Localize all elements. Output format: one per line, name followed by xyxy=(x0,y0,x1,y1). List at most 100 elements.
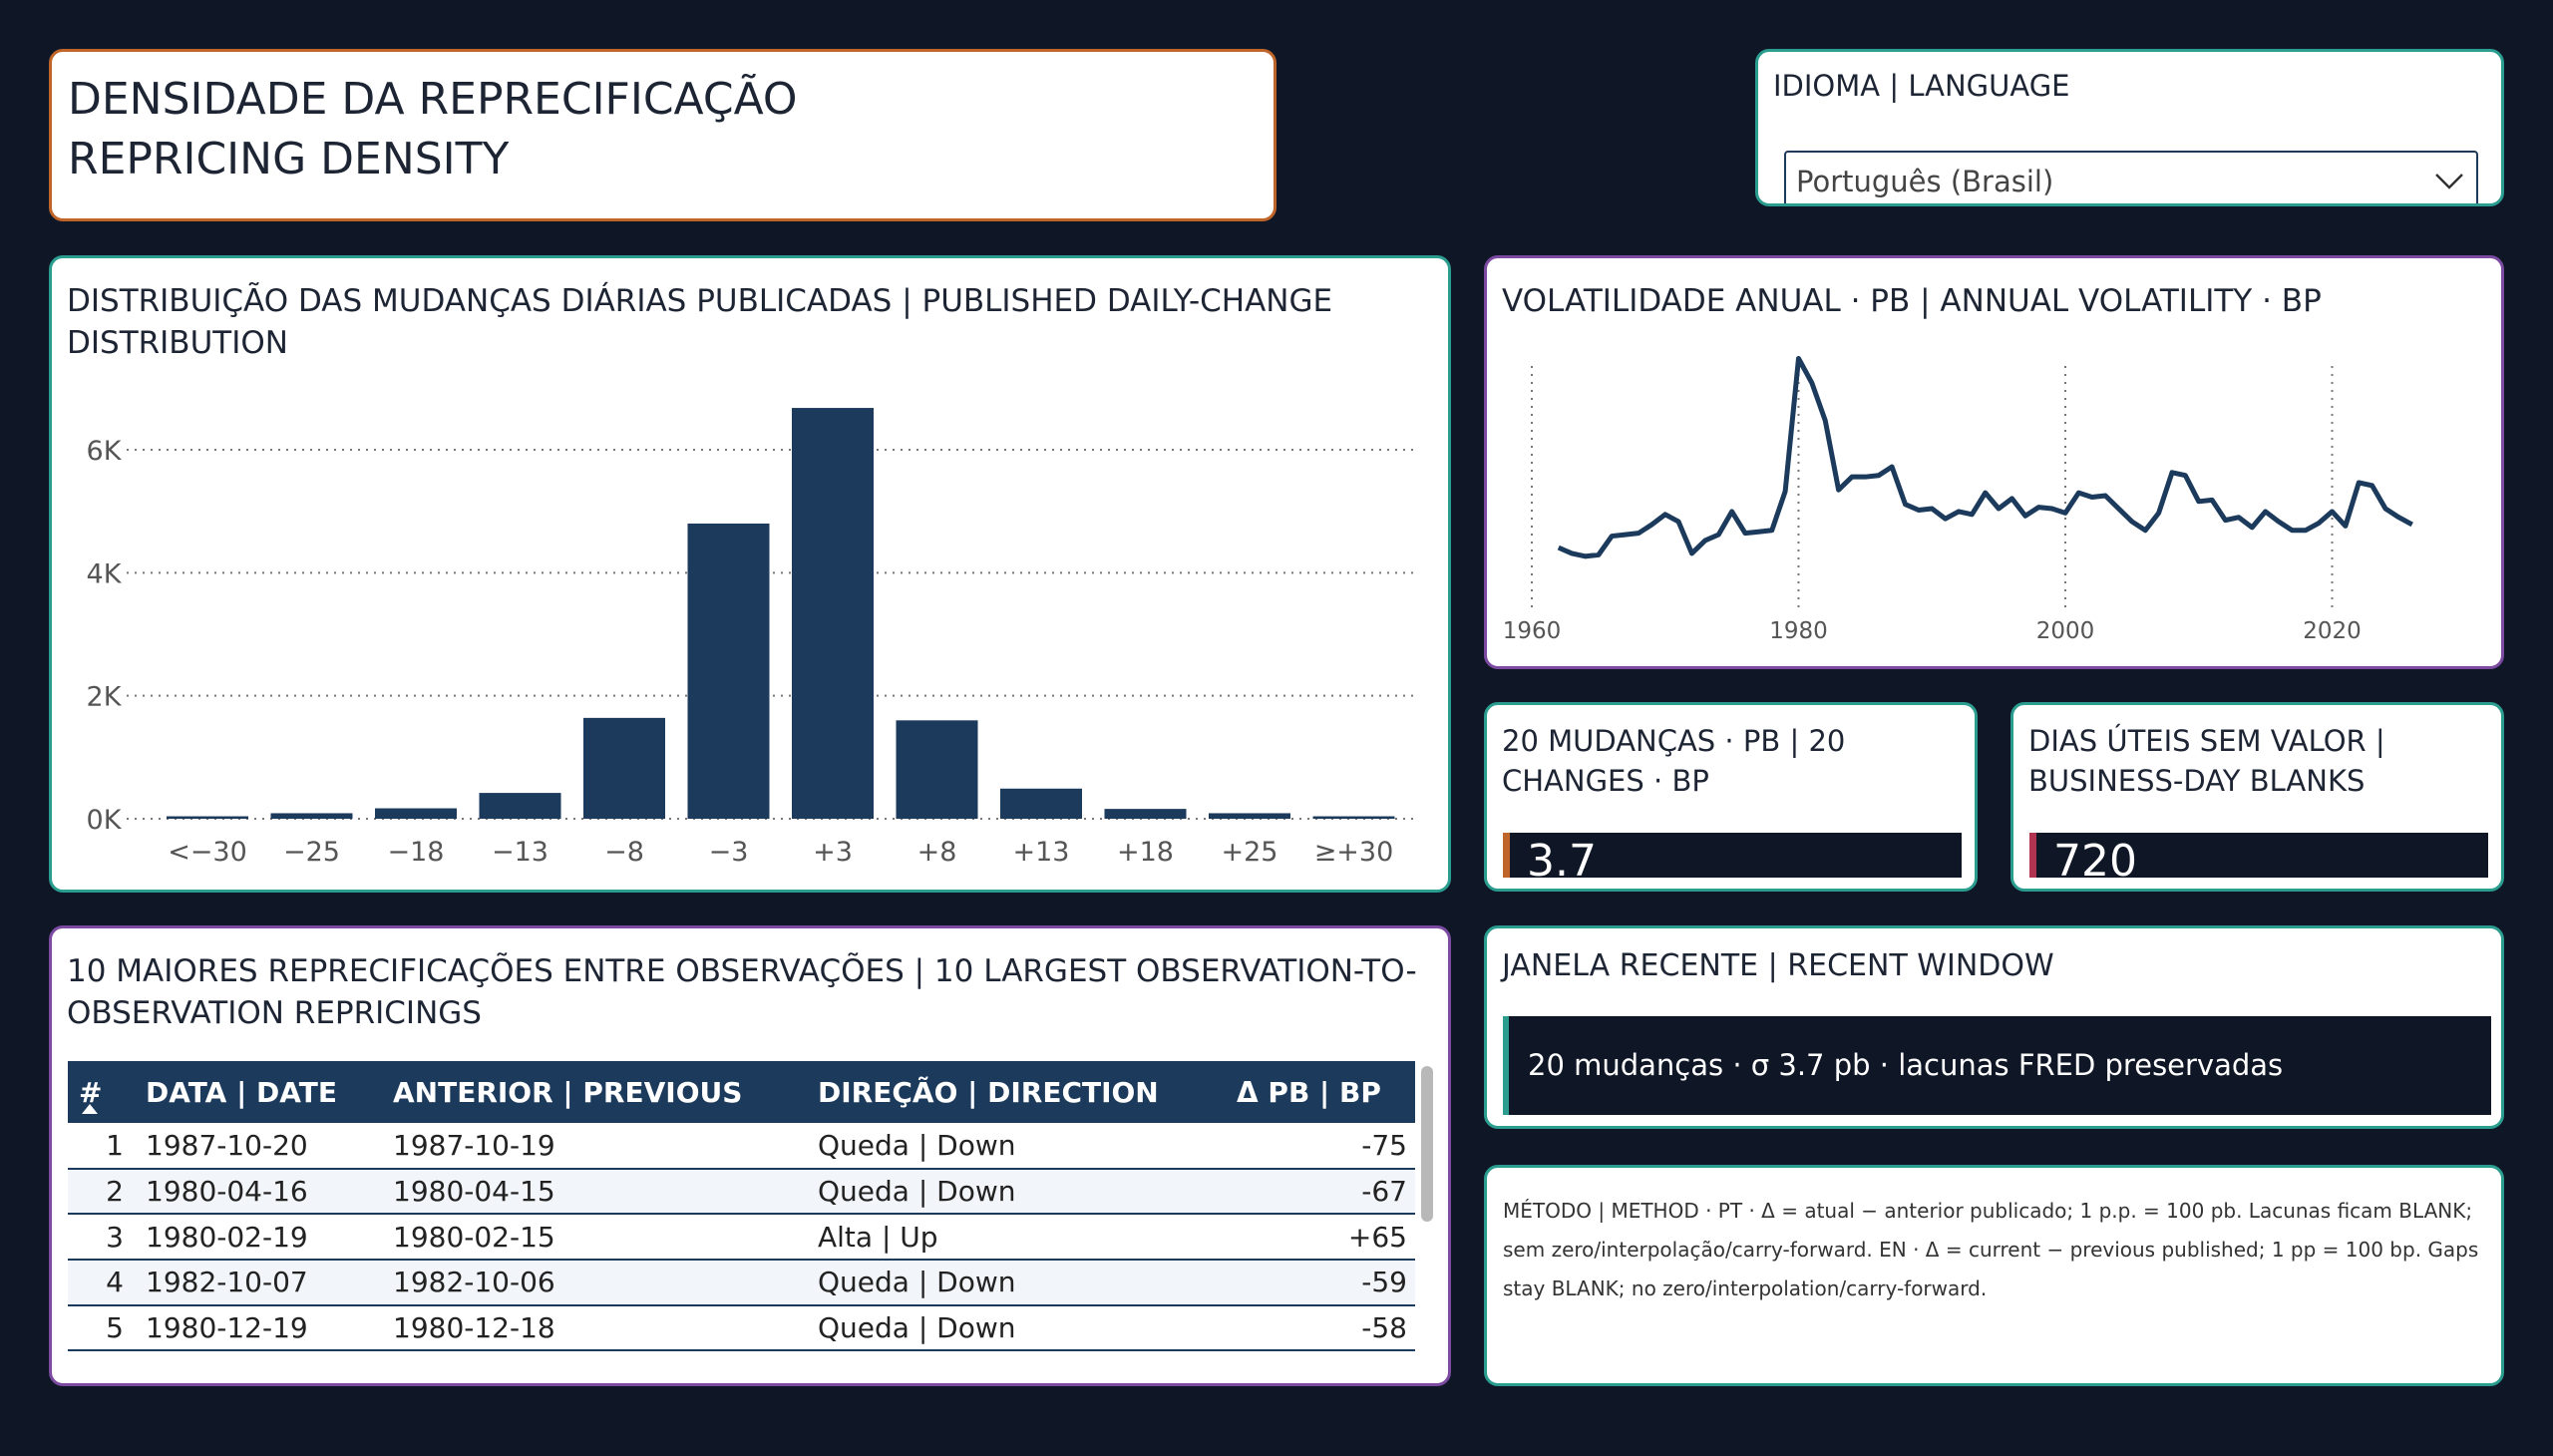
column-header-label: DIREÇÃO | DIRECTION xyxy=(818,1075,1159,1109)
bar[interactable] xyxy=(167,816,248,819)
column-header-date[interactable]: DATA | DATE xyxy=(146,1061,393,1123)
page-subtitle: REPRICING DENSITY xyxy=(68,134,510,184)
x-tick-label: +3 xyxy=(813,837,853,868)
cell-delta: -59 xyxy=(1237,1260,1415,1306)
cell-previous: 1982-10-06 xyxy=(393,1260,818,1306)
bar[interactable] xyxy=(687,524,770,819)
language-label: IDIOMA | LANGUAGE xyxy=(1773,69,2070,103)
cell-delta: -58 xyxy=(1237,1304,1415,1352)
cell-previous: 1980-04-15 xyxy=(393,1168,818,1216)
table-row[interactable]: 3 1980-02-19 1980-02-15 Alta | Up +65 xyxy=(68,1214,1415,1262)
table-row[interactable]: 5 1980-12-19 1980-12-18 Queda | Down -58 xyxy=(68,1304,1415,1352)
y-tick-label: 0K xyxy=(87,805,123,836)
x-tick-label: 1960 xyxy=(1503,618,1562,644)
table-row[interactable]: 2 1980-04-16 1980-04-15 Queda | Down -67 xyxy=(68,1168,1415,1216)
recent-window-accent xyxy=(1503,1016,1509,1115)
chevron-down-icon xyxy=(2435,174,2463,189)
bar[interactable] xyxy=(1209,813,1290,819)
bar[interactable] xyxy=(270,813,353,819)
table-row[interactable]: 4 1982-10-07 1982-10-06 Queda | Down -59 xyxy=(68,1260,1415,1306)
volatility-chart-card: VOLATILIDADE ANUAL · PB | ANNUAL VOLATIL… xyxy=(1484,255,2504,669)
column-header-label: Δ PB | BP xyxy=(1237,1075,1381,1109)
y-tick-label: 4K xyxy=(87,558,123,589)
largest-repricings-table: # DATA | DATE ANTERIOR | PREVIOUS DIREÇÃ… xyxy=(68,1061,1415,1352)
bar[interactable] xyxy=(896,720,978,819)
language-card: IDIOMA | LANGUAGE Português (Brasil) xyxy=(1755,49,2504,206)
bar[interactable] xyxy=(479,793,561,819)
cell-rank: 4 xyxy=(68,1260,146,1306)
cell-date: 1982-10-07 xyxy=(146,1260,393,1306)
bar[interactable] xyxy=(1312,816,1395,819)
x-tick-label: −8 xyxy=(604,837,644,868)
language-select[interactable]: Português (Brasil) xyxy=(1784,151,2478,203)
cell-rank: 5 xyxy=(68,1304,146,1352)
cell-direction: Queda | Down xyxy=(818,1304,1237,1352)
bar[interactable] xyxy=(375,808,457,819)
page-title: DENSIDADE DA REPRECIFICAÇÃO xyxy=(68,74,798,125)
column-header-rank[interactable]: # xyxy=(68,1061,146,1123)
distribution-chart: 0K 2K 4K 6K <−30 −25 −18 −13 −8 −3 +3 +8 +13 +18 +25 ≥+… xyxy=(87,408,1413,868)
cell-previous: 1980-02-15 xyxy=(393,1214,818,1262)
distribution-chart-card: DISTRIBUIÇÃO DAS MUDANÇAS DIÁRIAS PUBLIC… xyxy=(49,255,1451,893)
kpi-changes-box: 3.7 xyxy=(1503,833,1962,878)
volatility-chart: 1960 1980 2000 2020 xyxy=(1503,355,2413,644)
recent-window-box: 20 mudanças · σ 3.7 pb · lacunas FRED pr… xyxy=(1503,1016,2491,1115)
x-tick-label: −25 xyxy=(283,837,340,868)
cell-direction: Queda | Down xyxy=(818,1260,1237,1306)
table-header-row: # DATA | DATE ANTERIOR | PREVIOUS DIREÇÃ… xyxy=(68,1061,1415,1123)
kpi-changes-accent xyxy=(1503,833,1510,878)
volatility-series-line[interactable] xyxy=(1557,355,2413,559)
cell-rank: 2 xyxy=(68,1168,146,1216)
y-tick-label: 2K xyxy=(87,682,123,713)
bar[interactable] xyxy=(1104,809,1187,819)
column-header-delta[interactable]: Δ PB | BP xyxy=(1237,1061,1415,1123)
x-tick-label: −3 xyxy=(709,837,749,868)
x-tick-label: +25 xyxy=(1222,837,1278,868)
sort-ascending-icon xyxy=(82,1104,98,1114)
x-tick-label: 2000 xyxy=(2036,618,2095,644)
cell-previous: 1980-12-18 xyxy=(393,1304,818,1352)
cell-rank: 1 xyxy=(68,1123,146,1170)
bar[interactable] xyxy=(583,717,665,819)
recent-window-text: 20 mudanças · σ 3.7 pb · lacunas FRED pr… xyxy=(1528,1048,2284,1082)
x-tick-label: −13 xyxy=(492,837,548,868)
x-tick-label: <−30 xyxy=(168,837,247,868)
cell-delta: +65 xyxy=(1237,1214,1415,1262)
bar[interactable] xyxy=(792,408,874,819)
title-card: DENSIDADE DA REPRECIFICAÇÃO REPRICING DE… xyxy=(49,49,1276,221)
kpi-changes-card: 20 MUDANÇAS · PB | 20 CHANGES · BP 3.7 xyxy=(1484,702,1978,892)
y-tick-label: 6K xyxy=(87,436,123,467)
largest-repricings-title: 10 MAIORES REPRECIFICAÇÕES ENTRE OBSERVA… xyxy=(67,953,1417,1031)
recent-window-title: JANELA RECENTE | RECENT WINDOW xyxy=(1502,948,2054,983)
table-row[interactable]: 1 1987-10-20 1987-10-19 Queda | Down -75 xyxy=(68,1123,1415,1170)
cell-direction: Queda | Down xyxy=(818,1123,1237,1170)
kpi-changes-title: 20 MUDANÇAS · PB | 20 CHANGES · BP xyxy=(1502,724,1846,798)
cell-direction: Alta | Up xyxy=(818,1214,1237,1262)
kpi-blanks-value: 720 xyxy=(2053,836,2137,879)
largest-repricings-card: 10 MAIORES REPRECIFICAÇÕES ENTRE OBSERVA… xyxy=(49,925,1451,1386)
x-tick-label: ≥+30 xyxy=(1314,837,1394,868)
x-tick-label: −18 xyxy=(388,837,445,868)
cell-date: 1980-12-19 xyxy=(146,1304,393,1352)
column-header-direction[interactable]: DIREÇÃO | DIRECTION xyxy=(818,1061,1237,1123)
column-header-label: # xyxy=(79,1075,103,1109)
method-text: MÉTODO | METHOD · PT · Δ = atual − anter… xyxy=(1503,1199,2479,1300)
cell-date: 1980-04-16 xyxy=(146,1168,393,1216)
kpi-blanks-accent xyxy=(2029,833,2036,878)
cell-direction: Queda | Down xyxy=(818,1168,1237,1216)
x-tick-label: 2020 xyxy=(2303,618,2362,644)
table-scrollbar-thumb[interactable] xyxy=(1421,1066,1433,1222)
column-header-label: ANTERIOR | PREVIOUS xyxy=(393,1075,743,1109)
bar[interactable] xyxy=(1000,788,1082,819)
cell-rank: 3 xyxy=(68,1214,146,1262)
cell-delta: -75 xyxy=(1237,1123,1415,1170)
kpi-changes-value: 3.7 xyxy=(1527,836,1597,879)
column-header-previous[interactable]: ANTERIOR | PREVIOUS xyxy=(393,1061,818,1123)
cell-delta: -67 xyxy=(1237,1168,1415,1216)
x-tick-label: +18 xyxy=(1117,837,1174,868)
column-header-label: DATA | DATE xyxy=(146,1075,338,1109)
kpi-blanks-box: 720 xyxy=(2029,833,2488,878)
recent-window-card: JANELA RECENTE | RECENT WINDOW 20 mudanç… xyxy=(1484,925,2504,1129)
cell-date: 1980-02-19 xyxy=(146,1214,393,1262)
language-selected-value: Português (Brasil) xyxy=(1796,165,2054,198)
